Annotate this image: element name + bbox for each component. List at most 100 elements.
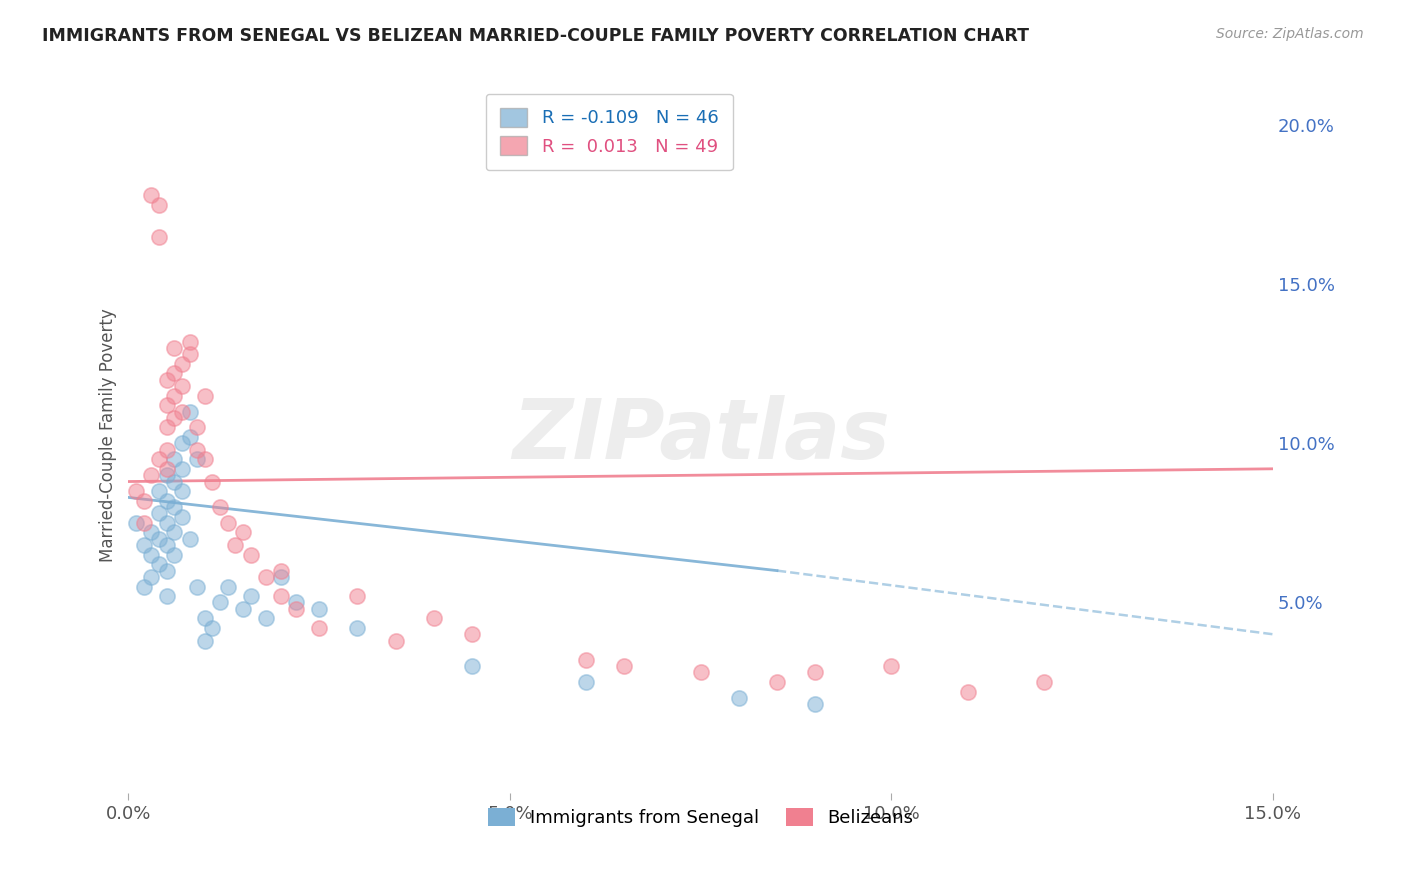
Point (141, 548, 163, 562)
Point (575, 675, 598, 690)
Point (186, 580, 208, 594)
Point (880, 659, 903, 673)
Point (179, 404, 201, 418)
Point (254, 570, 277, 584)
Point (804, 665, 827, 680)
Point (285, 595, 308, 609)
Point (163, 452, 186, 467)
Point (208, 500, 231, 514)
Point (254, 611, 277, 625)
Point (217, 516, 239, 530)
Point (232, 525, 254, 540)
Point (239, 589, 262, 603)
Point (308, 621, 330, 635)
Point (179, 347, 201, 361)
Point (163, 500, 186, 514)
Point (148, 197, 170, 211)
Point (132, 538, 155, 552)
Point (194, 633, 217, 648)
Point (163, 548, 186, 562)
Point (186, 420, 208, 434)
Point (194, 452, 217, 467)
Point (239, 548, 262, 562)
Point (156, 373, 179, 387)
Point (156, 538, 179, 552)
Text: IMMIGRANTS FROM SENEGAL VS BELIZEAN MARRIED-COUPLE FAMILY POVERTY CORRELATION CH: IMMIGRANTS FROM SENEGAL VS BELIZEAN MARR… (42, 27, 1029, 45)
Point (179, 334, 201, 349)
Point (156, 589, 179, 603)
Point (461, 659, 484, 673)
Point (156, 420, 179, 434)
Point (232, 602, 254, 616)
Point (186, 452, 208, 467)
Point (148, 484, 170, 499)
Point (285, 602, 308, 616)
Point (224, 538, 246, 552)
Point (766, 675, 789, 690)
Point (125, 484, 148, 499)
Point (156, 468, 179, 483)
Point (156, 564, 179, 578)
Point (308, 602, 330, 616)
Point (163, 367, 186, 381)
Point (1033, 675, 1056, 690)
Point (132, 493, 155, 508)
Text: Source: ZipAtlas.com: Source: ZipAtlas.com (1216, 27, 1364, 41)
Point (613, 659, 636, 673)
Point (956, 684, 979, 698)
Point (163, 525, 186, 540)
Point (125, 516, 148, 530)
Point (201, 621, 224, 635)
Point (208, 595, 231, 609)
Point (132, 580, 155, 594)
Point (346, 589, 368, 603)
Point (422, 611, 444, 625)
Point (201, 475, 224, 489)
Point (384, 633, 406, 648)
Point (270, 589, 292, 603)
Point (163, 389, 186, 403)
Point (156, 462, 179, 476)
Point (270, 564, 292, 578)
Point (163, 475, 186, 489)
Y-axis label: Married-Couple Family Poverty: Married-Couple Family Poverty (100, 309, 117, 562)
Point (194, 611, 217, 625)
Point (270, 570, 292, 584)
Point (727, 690, 749, 705)
Point (148, 532, 170, 546)
Point (156, 398, 179, 412)
Point (170, 379, 193, 393)
Point (170, 436, 193, 450)
Point (156, 442, 179, 457)
Point (194, 389, 217, 403)
Point (148, 452, 170, 467)
Point (148, 229, 170, 244)
Point (156, 493, 179, 508)
Point (156, 516, 179, 530)
Point (346, 621, 368, 635)
Text: ZIPatlas: ZIPatlas (512, 395, 890, 476)
Point (217, 580, 239, 594)
Point (141, 188, 163, 202)
Point (186, 442, 208, 457)
Point (141, 525, 163, 540)
Point (575, 653, 598, 667)
Point (461, 627, 484, 641)
Point (170, 509, 193, 524)
Point (804, 698, 827, 712)
Point (170, 484, 193, 499)
Point (170, 357, 193, 371)
Point (689, 665, 711, 680)
Point (141, 468, 163, 483)
Legend: Immigrants from Senegal, Belizeans: Immigrants from Senegal, Belizeans (481, 801, 921, 834)
Point (179, 430, 201, 444)
Point (132, 516, 155, 530)
Point (148, 507, 170, 521)
Point (148, 558, 170, 572)
Point (170, 462, 193, 476)
Point (163, 410, 186, 425)
Point (141, 570, 163, 584)
Point (170, 404, 193, 418)
Point (163, 341, 186, 355)
Point (179, 532, 201, 546)
